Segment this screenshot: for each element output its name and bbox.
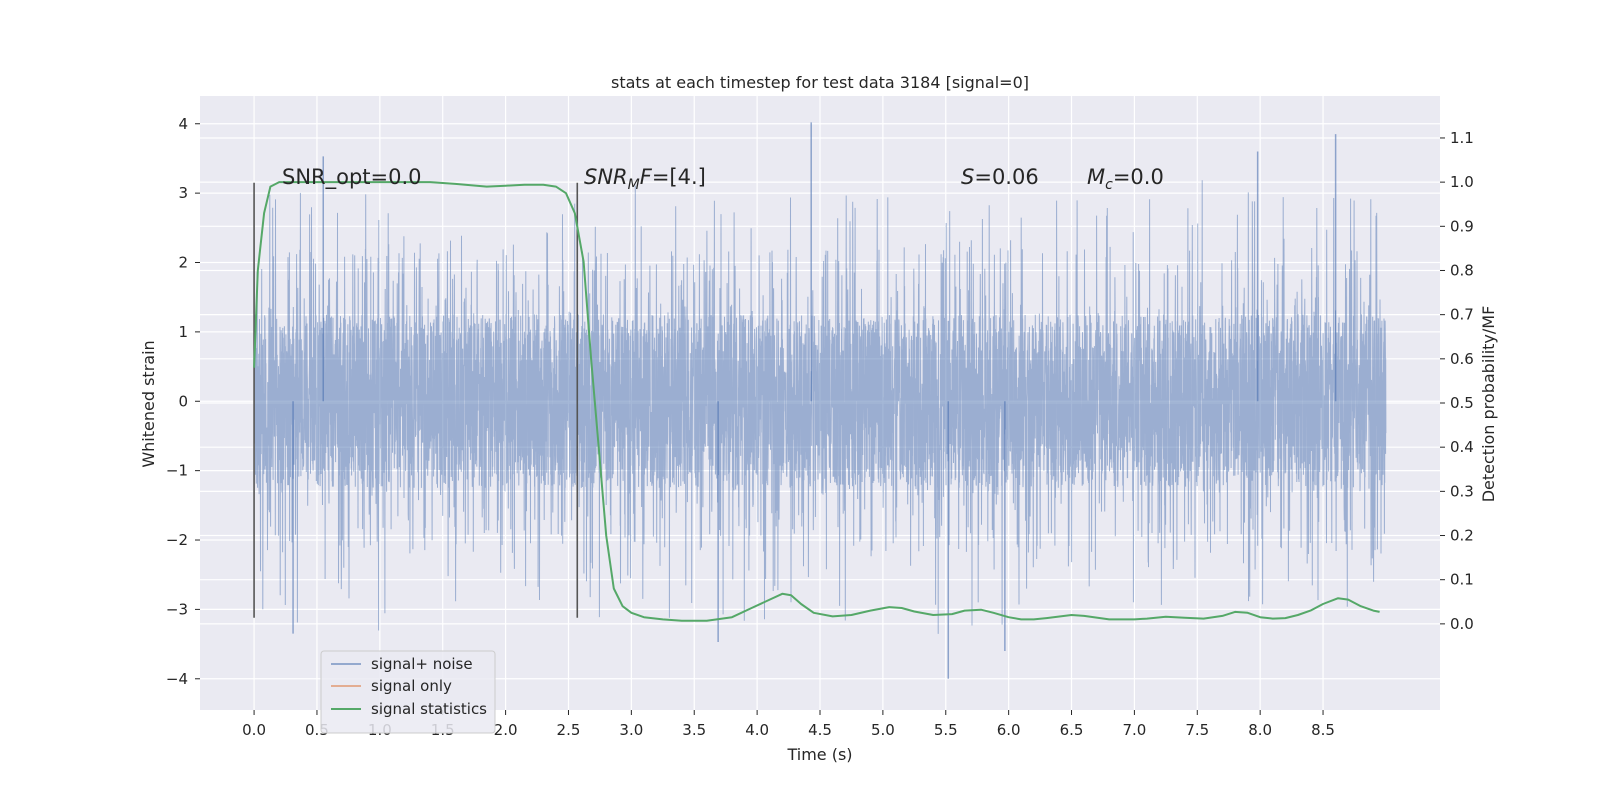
annotation-s-value: =0.06 bbox=[974, 165, 1038, 189]
y-right-tick-label-5: 0.5 bbox=[1450, 394, 1474, 412]
annotation-snr-mf-value: =[4.] bbox=[652, 165, 706, 189]
legend-label-statistics: signal statistics bbox=[371, 700, 487, 718]
annotation-snr-mf-after: F bbox=[640, 165, 653, 189]
legend-label-signal: signal only bbox=[371, 677, 452, 695]
y-left-tick-label-5: 1 bbox=[178, 323, 188, 341]
y-right-tick-label-3: 0.3 bbox=[1450, 482, 1474, 500]
x-tick-label-16: 8.0 bbox=[1248, 721, 1272, 739]
annotation-snr-mf-sub: M bbox=[628, 177, 640, 193]
y-right-tick-label-11: 1.1 bbox=[1450, 129, 1474, 147]
y-right-tick-label-2: 0.2 bbox=[1450, 527, 1474, 545]
x-tick-label-12: 6.0 bbox=[997, 721, 1021, 739]
annotation-s: S=0.06 bbox=[961, 165, 1039, 189]
x-tick-label-0: 0.0 bbox=[242, 721, 266, 739]
annotation-snr-opt: SNR_opt=0.0 bbox=[282, 165, 422, 190]
y-right-tick-label-1: 0.1 bbox=[1450, 571, 1474, 589]
chart-title: stats at each timestep for test data 318… bbox=[611, 73, 1029, 92]
y-left-tick-label-1: −3 bbox=[166, 600, 188, 618]
legend-label-noise: signal+ noise bbox=[371, 655, 473, 673]
x-tick-label-17: 8.5 bbox=[1311, 721, 1335, 739]
y-right-tick-label-7: 0.7 bbox=[1450, 306, 1474, 324]
signal-noise-trace bbox=[253, 122, 1387, 679]
x-tick-label-7: 3.5 bbox=[682, 721, 706, 739]
noise-trace-path bbox=[253, 180, 1387, 634]
y-axis-label-left: Whitened strain bbox=[139, 340, 158, 467]
x-tick-label-9: 4.5 bbox=[808, 721, 832, 739]
y-right-tick-label-9: 0.9 bbox=[1450, 217, 1474, 235]
y-right-tick-label-6: 0.6 bbox=[1450, 350, 1474, 368]
annotation-mc-value: =0.0 bbox=[1113, 165, 1164, 189]
y-right-tick-label-0: 0.0 bbox=[1450, 615, 1474, 633]
x-tick-label-10: 5.0 bbox=[871, 721, 895, 739]
x-tick-label-15: 7.5 bbox=[1185, 721, 1209, 739]
annotation-mc-sub: c bbox=[1105, 177, 1113, 193]
x-tick-label-5: 2.5 bbox=[557, 721, 581, 739]
x-tick-label-6: 3.0 bbox=[619, 721, 643, 739]
x-tick-label-11: 5.5 bbox=[934, 721, 958, 739]
y-left-tick-label-6: 2 bbox=[178, 254, 188, 272]
y-right-tick-label-8: 0.8 bbox=[1450, 261, 1474, 279]
statistics-path bbox=[253, 181, 1380, 622]
y-right-tick-label-10: 1.0 bbox=[1450, 173, 1474, 191]
annotation-s-var: S bbox=[961, 165, 974, 189]
annotation-mc: Mc=0.0 bbox=[1087, 165, 1164, 193]
x-tick-label-8: 4.0 bbox=[745, 721, 769, 739]
x-tick-label-4: 2.0 bbox=[494, 721, 518, 739]
annotations: SNR_opt=0.0 SNRMF=[4.] S=0.06 Mc=0.0 bbox=[282, 165, 1164, 193]
legend: signal+ noise signal only signal statist… bbox=[320, 650, 496, 734]
signal-statistics-line bbox=[253, 181, 1380, 622]
vertical-markers bbox=[253, 182, 579, 618]
annotation-snr-mf: SNRMF=[4.] bbox=[584, 165, 706, 193]
annotation-mc-var: M bbox=[1087, 165, 1105, 189]
x-tick-label-14: 7.0 bbox=[1122, 721, 1146, 739]
y-left-tick-label-7: 3 bbox=[178, 184, 188, 202]
x-axis-label: Time (s) bbox=[786, 745, 852, 764]
annotation-snr-mf-var: SNR bbox=[584, 165, 628, 189]
x-tick-label-13: 6.5 bbox=[1060, 721, 1084, 739]
y-right-tick-label-4: 0.4 bbox=[1450, 438, 1474, 456]
y-axis-label-right: Detection probability/MF bbox=[1479, 306, 1498, 503]
y-left-tick-label-8: 4 bbox=[178, 115, 188, 133]
y-left-tick-label-2: −2 bbox=[166, 531, 188, 549]
y-left-tick-label-0: −4 bbox=[166, 670, 188, 688]
y-left-tick-label-3: −1 bbox=[166, 462, 188, 480]
ticks: 0.00.51.01.52.02.53.03.54.04.55.05.56.06… bbox=[166, 115, 1474, 739]
y-left-tick-label-4: 0 bbox=[178, 392, 188, 410]
legend-box bbox=[320, 650, 496, 734]
